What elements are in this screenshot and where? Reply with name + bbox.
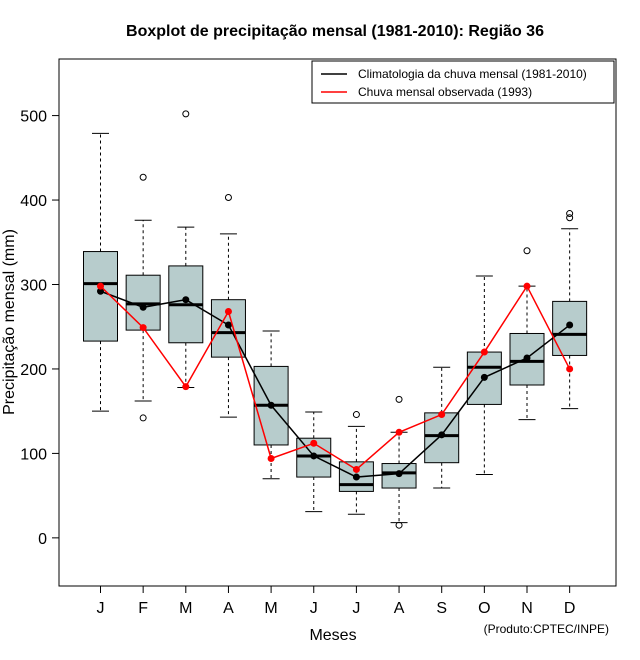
x-axis-label: Meses: [309, 627, 356, 644]
series-line: [100, 290, 571, 478]
series-point: [395, 428, 403, 436]
outlier-point: [224, 194, 232, 202]
series-point: [438, 431, 446, 439]
series-point: [438, 411, 446, 419]
box-month: [552, 210, 588, 410]
x-tick-label: F: [138, 600, 148, 617]
outlier-point: [182, 110, 190, 118]
series-point: [352, 473, 360, 481]
outlier-point: [139, 173, 147, 181]
credit-text: (Produto:CPTEC/INPE): [484, 622, 609, 636]
y-tick-label: 500: [20, 109, 47, 126]
x-tick-label: J: [97, 600, 105, 617]
x-tick-label: J: [310, 600, 318, 617]
series-point: [480, 373, 488, 381]
series-point: [267, 401, 275, 409]
series-lines: [97, 282, 574, 481]
y-axis-label: Precipitação mensal (mm): [1, 229, 18, 415]
series-point: [139, 324, 147, 332]
y-tick-label: 200: [20, 362, 47, 379]
series-point: [310, 439, 318, 447]
series-point: [182, 383, 190, 391]
legend-entry-observed: Chuva mensal observada (1993): [358, 85, 532, 99]
y-tick-label: 300: [20, 277, 47, 294]
box-month: [509, 247, 545, 421]
box-month: [210, 194, 246, 418]
outlier-point: [566, 214, 574, 222]
series-point: [480, 348, 488, 356]
x-tick-label: O: [478, 600, 490, 617]
series-climatology: [97, 287, 574, 481]
y-axis: 0 100 200 300 400 500: [20, 109, 60, 548]
x-tick-label: A: [394, 600, 405, 617]
y-tick-label: 0: [38, 531, 47, 548]
box-month: [83, 132, 118, 412]
chart-title: Boxplot de precipitação mensal (1981-201…: [126, 23, 544, 40]
series-point: [182, 296, 190, 304]
series-line: [99, 284, 571, 471]
series-point: [566, 321, 574, 329]
series-point: [352, 465, 360, 473]
series-point: [97, 282, 104, 290]
outlier-point: [395, 521, 403, 529]
series-point: [267, 454, 275, 462]
series-point: [224, 308, 232, 316]
x-tick-label: M: [264, 600, 277, 617]
x-tick-label: S: [436, 600, 447, 617]
series-observed: [97, 282, 574, 473]
boxes: [83, 110, 588, 529]
series-point: [566, 365, 574, 373]
x-tick-label: J: [352, 600, 360, 617]
box-month: [424, 366, 460, 489]
x-tick-label: D: [564, 600, 576, 617]
series-point: [523, 282, 531, 290]
box-month: [125, 173, 161, 422]
legend: Climatologia da chuva mensal (1981-2010)…: [311, 60, 615, 104]
outlier-point: [395, 395, 403, 403]
x-tick-label: A: [223, 600, 234, 617]
outlier-point: [523, 247, 531, 255]
outlier-point: [139, 414, 147, 422]
series-point: [97, 287, 104, 295]
series-point: [523, 354, 531, 362]
series-point: [139, 303, 147, 311]
outlier-point: [566, 210, 574, 218]
series-point: [310, 452, 318, 460]
y-tick-label: 400: [20, 193, 47, 210]
outlier-point: [352, 411, 360, 419]
x-tick-label: M: [179, 600, 192, 617]
series-point: [395, 470, 403, 478]
box-month: [168, 110, 204, 389]
legend-box: [311, 60, 615, 104]
y-tick-label: 100: [20, 446, 47, 463]
legend-entry-climatology: Climatologia da chuva mensal (1981-2010): [358, 67, 587, 81]
x-tick-label: N: [521, 600, 533, 617]
series-point: [224, 321, 232, 329]
